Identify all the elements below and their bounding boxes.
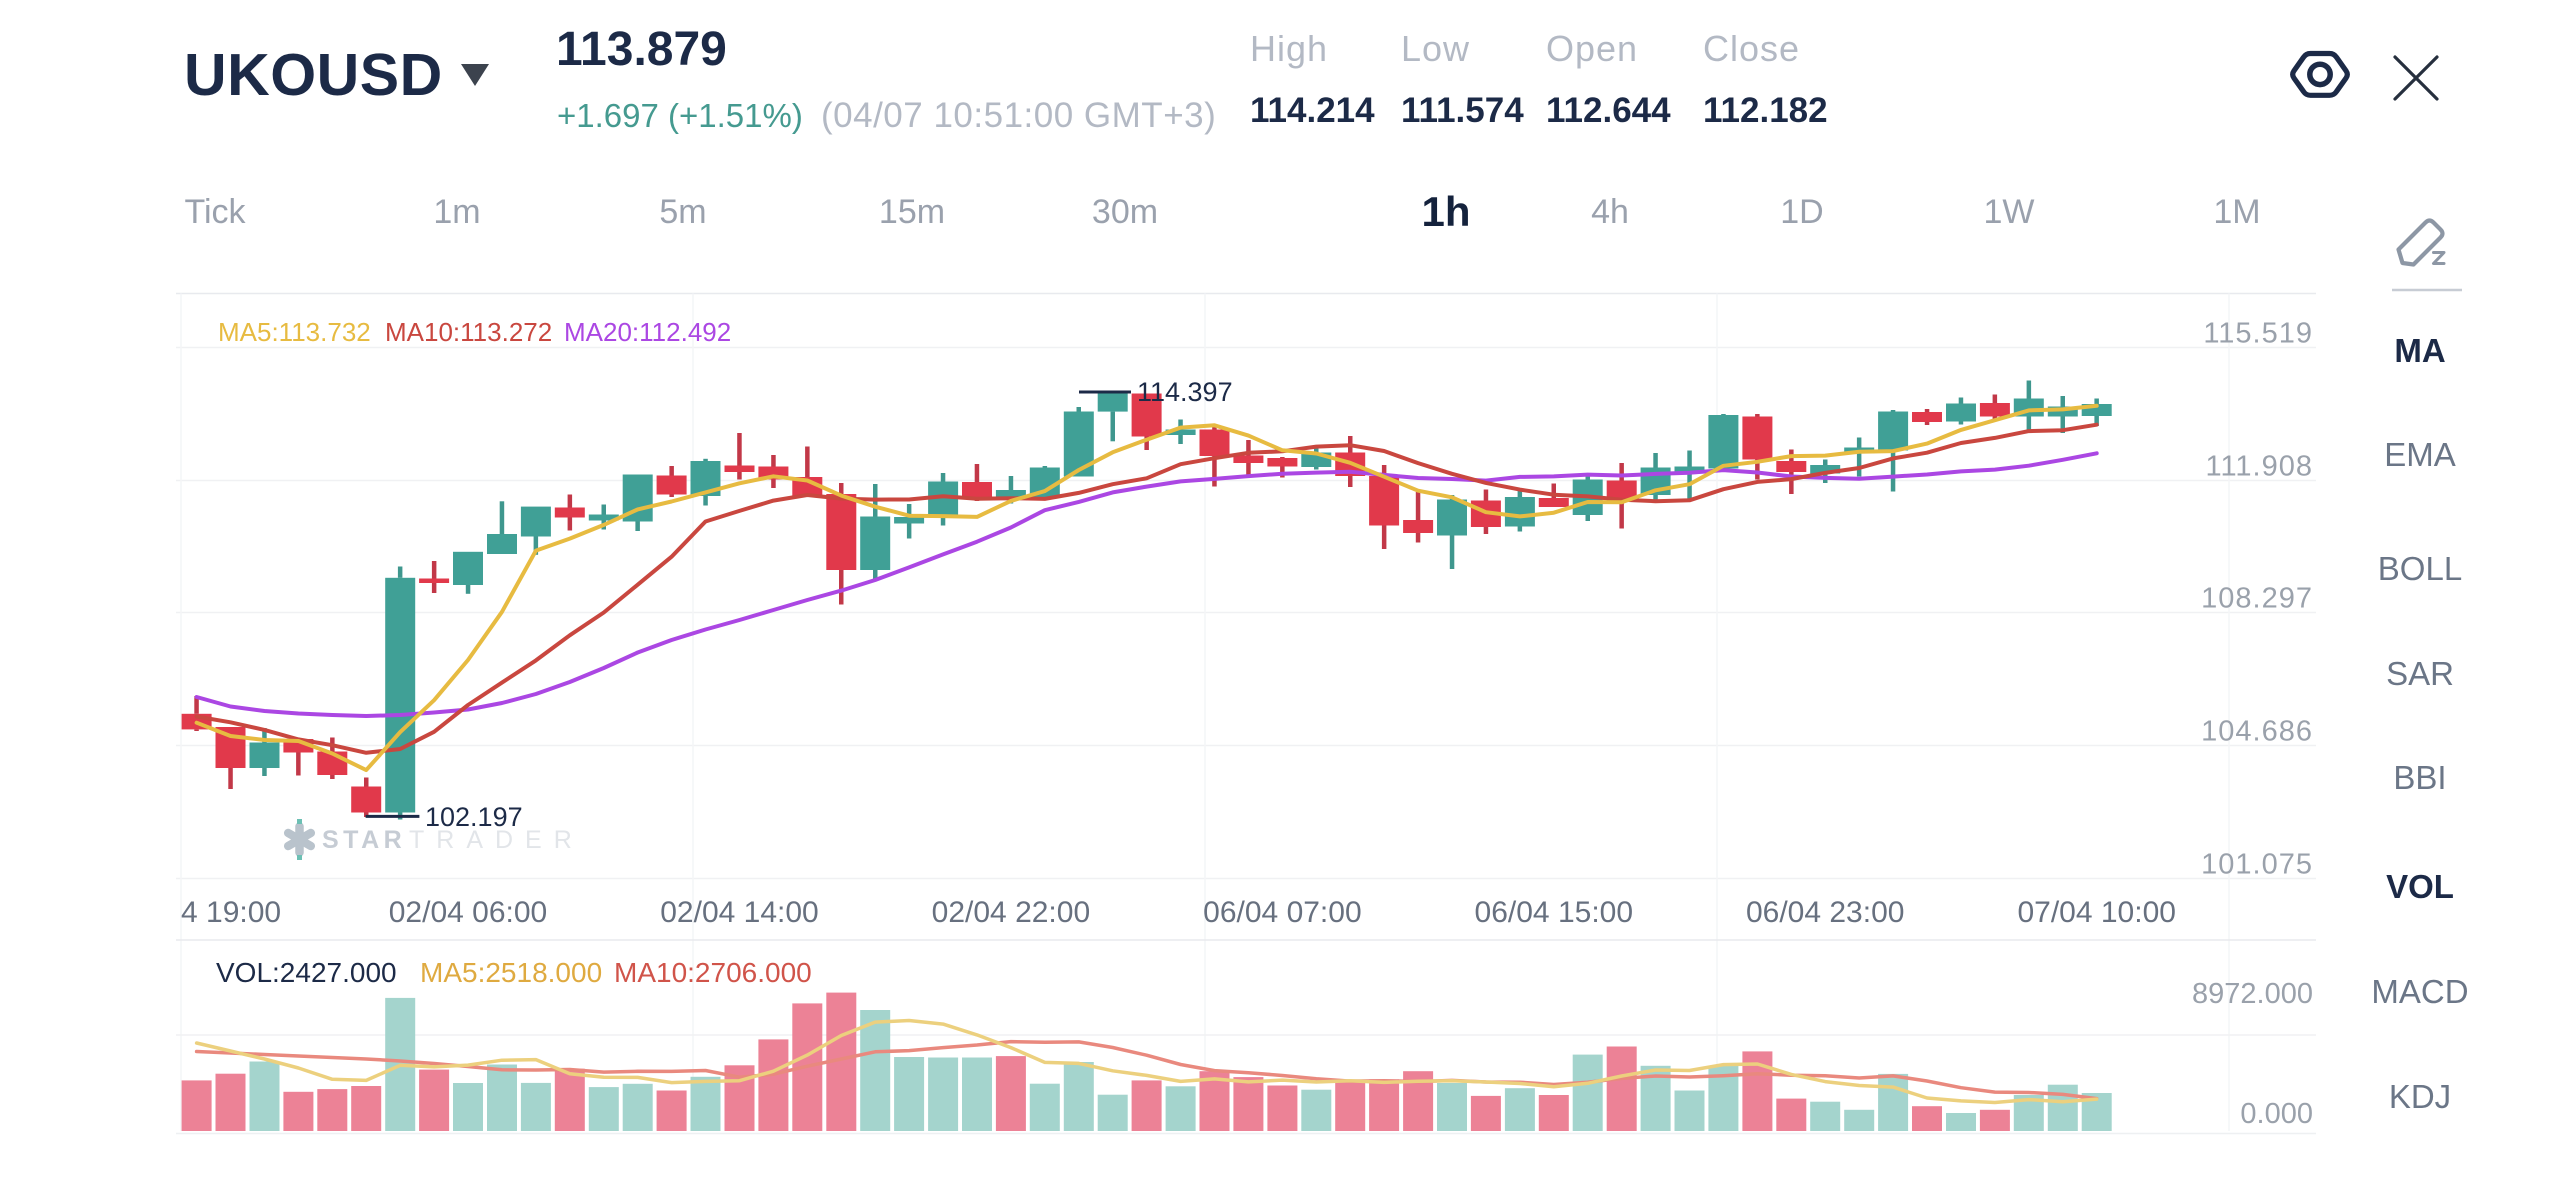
svg-text:EMA: EMA: [2384, 436, 2456, 473]
svg-text:TRADER: TRADER: [409, 826, 584, 854]
svg-text:30m: 30m: [1092, 193, 1158, 231]
svg-text:MA10:2706.000: MA10:2706.000: [614, 957, 812, 988]
svg-text:06/04 07:00: 06/04 07:00: [1203, 896, 1361, 929]
svg-text:VOL:2427.000: VOL:2427.000: [216, 957, 397, 988]
svg-text:MA: MA: [2394, 332, 2445, 369]
svg-text:STAR: STAR: [322, 826, 406, 854]
svg-text:101.075: 101.075: [2201, 849, 2313, 881]
svg-text:MA20:112.492: MA20:112.492: [564, 317, 731, 347]
svg-text:108.297: 108.297: [2201, 583, 2313, 615]
svg-text:MA5:2518.000: MA5:2518.000: [420, 957, 602, 988]
svg-text:Open: Open: [1546, 28, 1638, 69]
svg-text:UKOUSD: UKOUSD: [184, 42, 443, 108]
svg-text:BBI: BBI: [2393, 759, 2446, 796]
svg-text:112.644: 112.644: [1546, 91, 1671, 130]
svg-text:BOLL: BOLL: [2378, 550, 2462, 587]
svg-text:MACD: MACD: [2371, 973, 2468, 1010]
svg-text:115.519: 115.519: [2203, 318, 2313, 350]
svg-text:102.197: 102.197: [425, 802, 523, 832]
svg-text:Close: Close: [1703, 28, 1800, 69]
svg-text:1W: 1W: [1984, 193, 2035, 231]
svg-text:1M: 1M: [2213, 193, 2260, 231]
svg-text:(04/07 10:51:00 GMT+3): (04/07 10:51:00 GMT+3): [821, 96, 1216, 135]
svg-text:+1.697 (+1.51%): +1.697 (+1.51%): [557, 97, 803, 134]
svg-text:02/04 14:00: 02/04 14:00: [660, 896, 818, 929]
svg-text:07/04 10:00: 07/04 10:00: [2017, 896, 2175, 929]
svg-text:15m: 15m: [879, 193, 945, 231]
svg-text:1m: 1m: [433, 193, 480, 231]
svg-text:02/04 22:00: 02/04 22:00: [932, 896, 1090, 929]
svg-text:Tick: Tick: [184, 193, 246, 231]
svg-text:111.574: 111.574: [1401, 91, 1524, 130]
svg-text:112.182: 112.182: [1703, 91, 1828, 130]
svg-text:104.686: 104.686: [2201, 716, 2313, 748]
svg-text:113.879: 113.879: [556, 23, 727, 76]
svg-text:111.908: 111.908: [2205, 451, 2313, 483]
svg-text:Low: Low: [1401, 28, 1470, 69]
svg-text:06/04 15:00: 06/04 15:00: [1475, 896, 1633, 929]
svg-text:1D: 1D: [1780, 193, 1823, 231]
svg-text:4 19:00: 4 19:00: [181, 896, 281, 929]
svg-text:114.397: 114.397: [1137, 377, 1233, 407]
svg-text:8972.000: 8972.000: [2192, 978, 2313, 1010]
svg-text:06/04 23:00: 06/04 23:00: [1746, 896, 1904, 929]
svg-text:5m: 5m: [659, 193, 706, 231]
svg-text:MA5:113.732: MA5:113.732: [218, 317, 371, 347]
svg-text:02/04 06:00: 02/04 06:00: [389, 896, 547, 929]
svg-text:SAR: SAR: [2386, 655, 2454, 692]
svg-text:MA10:113.272: MA10:113.272: [385, 317, 552, 347]
svg-text:1h: 1h: [1421, 188, 1470, 235]
svg-text:VOL: VOL: [2386, 868, 2454, 905]
svg-text:High: High: [1250, 28, 1328, 69]
svg-text:4h: 4h: [1591, 193, 1629, 231]
svg-text:0.000: 0.000: [2240, 1098, 2313, 1130]
svg-text:114.214: 114.214: [1250, 91, 1375, 130]
svg-text:KDJ: KDJ: [2389, 1078, 2451, 1115]
